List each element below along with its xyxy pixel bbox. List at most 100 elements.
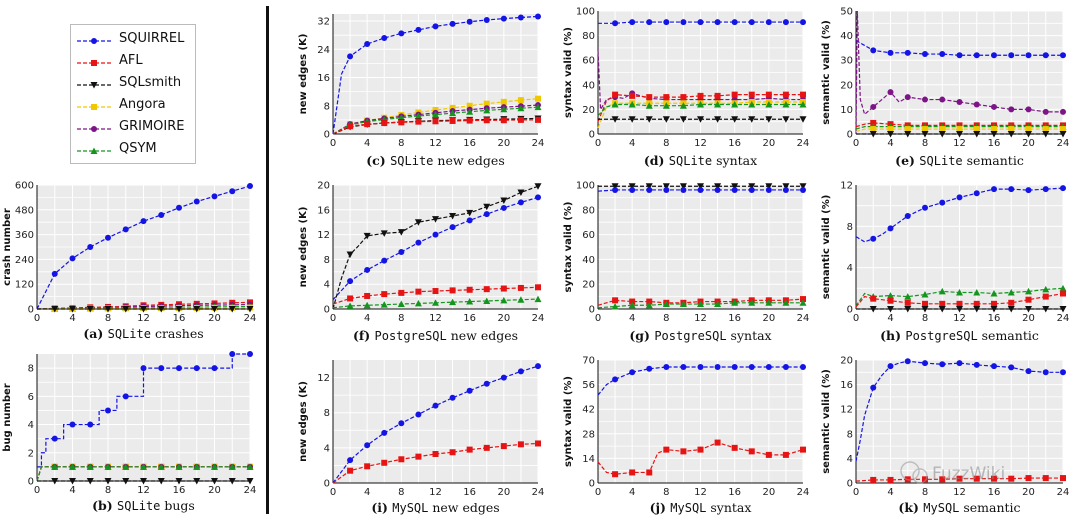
series-squirrel: [332, 363, 541, 484]
data-point: [765, 91, 772, 98]
chart-caption: (c) SQLite new edges: [366, 153, 504, 168]
data-point: [466, 102, 473, 109]
data-point: [398, 119, 405, 126]
data-point: [211, 478, 218, 485]
y-axis-label: bug number: [2, 383, 13, 452]
x-tick-label: 20: [762, 138, 775, 149]
legend-item-squirrel: SQUIRREL: [75, 29, 184, 47]
chart-caption: (g) PostgreSQL syntax: [629, 328, 771, 343]
data-point: [714, 300, 722, 308]
data-point: [398, 30, 405, 37]
data-point: [611, 183, 619, 190]
y-tick-label: 20: [582, 280, 595, 291]
data-point: [1007, 131, 1015, 138]
x-tick-label: 8: [663, 313, 669, 324]
data-point: [1060, 369, 1066, 376]
y-tick-label: 40: [582, 255, 595, 266]
y-tick-label: 0: [847, 130, 853, 141]
x-tick-label: 20: [208, 485, 221, 496]
data-point: [629, 469, 636, 476]
series-squirrel: [597, 186, 806, 193]
data-point: [517, 189, 525, 196]
data-point: [1008, 299, 1015, 306]
data-point: [104, 478, 112, 485]
data-point: [697, 183, 704, 190]
data-point: [973, 101, 980, 108]
data-point: [432, 111, 439, 118]
y-tick-label: 4: [324, 280, 330, 291]
data-point: [449, 109, 457, 117]
data-point: [765, 364, 772, 371]
data-point: [1042, 126, 1049, 133]
data-point: [1042, 285, 1050, 293]
data-point: [1008, 106, 1015, 113]
x-tick-label: 20: [497, 313, 510, 324]
series-squirrel: [597, 364, 806, 396]
data-point: [991, 52, 997, 59]
series-sqlsmith: [598, 116, 807, 123]
data-point: [904, 131, 912, 138]
y-tick-label: 120: [15, 280, 34, 291]
data-point: [800, 91, 806, 98]
y-tick-label: 8: [847, 222, 853, 233]
y-tick-label: 16: [317, 73, 330, 84]
y-tick-label: 6: [28, 392, 34, 403]
y-axis-label: semantic valid (%): [821, 369, 832, 474]
data-point: [483, 100, 490, 107]
data-point: [904, 213, 911, 219]
y-tick-label: 0: [847, 305, 853, 316]
data-point: [887, 126, 894, 133]
data-point: [991, 475, 997, 482]
data-point: [1025, 131, 1032, 138]
x-tick-label: 20: [1022, 487, 1035, 498]
data-point: [870, 47, 877, 54]
data-point: [922, 96, 928, 103]
data-point: [645, 102, 653, 109]
data-point: [483, 203, 491, 211]
x-tick-label: 24: [532, 313, 545, 324]
series-squirrel: [598, 19, 806, 27]
data-point: [904, 126, 911, 133]
x-tick-label: 12: [694, 313, 707, 324]
data-point: [500, 105, 508, 113]
data-point: [535, 440, 541, 447]
data-point: [500, 197, 508, 204]
y-axis-label: new edges (K): [298, 381, 309, 462]
data-point: [1025, 296, 1032, 303]
data-point: [628, 116, 636, 123]
series-sqlsmith: [332, 183, 542, 310]
series-afl: [332, 440, 541, 484]
x-tick-label: 24: [244, 485, 257, 496]
data-point: [799, 183, 807, 190]
data-point: [517, 104, 525, 112]
x-tick-label: 4: [69, 485, 75, 496]
legend-marker-qsym: [75, 142, 113, 154]
x-tick-label: 4: [629, 313, 635, 324]
data-point: [483, 444, 490, 451]
data-point: [466, 286, 473, 293]
y-tick-label: 0: [28, 477, 34, 488]
data-point: [1025, 287, 1032, 295]
data-point: [51, 478, 59, 485]
y-tick-label: 24: [317, 45, 330, 56]
data-point: [887, 225, 894, 232]
data-point: [697, 116, 704, 123]
data-point: [414, 299, 422, 307]
data-point: [347, 53, 354, 60]
data-point: [517, 284, 524, 291]
x-tick-label: 20: [497, 138, 510, 149]
data-point: [973, 131, 981, 138]
y-axis-label: semantic valid (%): [821, 195, 832, 300]
data-point: [731, 299, 739, 306]
y-tick-label: 4: [847, 263, 853, 274]
data-point: [432, 231, 439, 238]
data-point: [193, 463, 201, 470]
series-qsym: [332, 295, 542, 309]
data-point: [939, 199, 946, 206]
data-point: [646, 365, 653, 372]
data-point: [87, 244, 94, 250]
data-point: [782, 116, 790, 123]
data-point: [991, 126, 997, 133]
data-point: [381, 291, 388, 298]
legend-point: [91, 126, 97, 132]
